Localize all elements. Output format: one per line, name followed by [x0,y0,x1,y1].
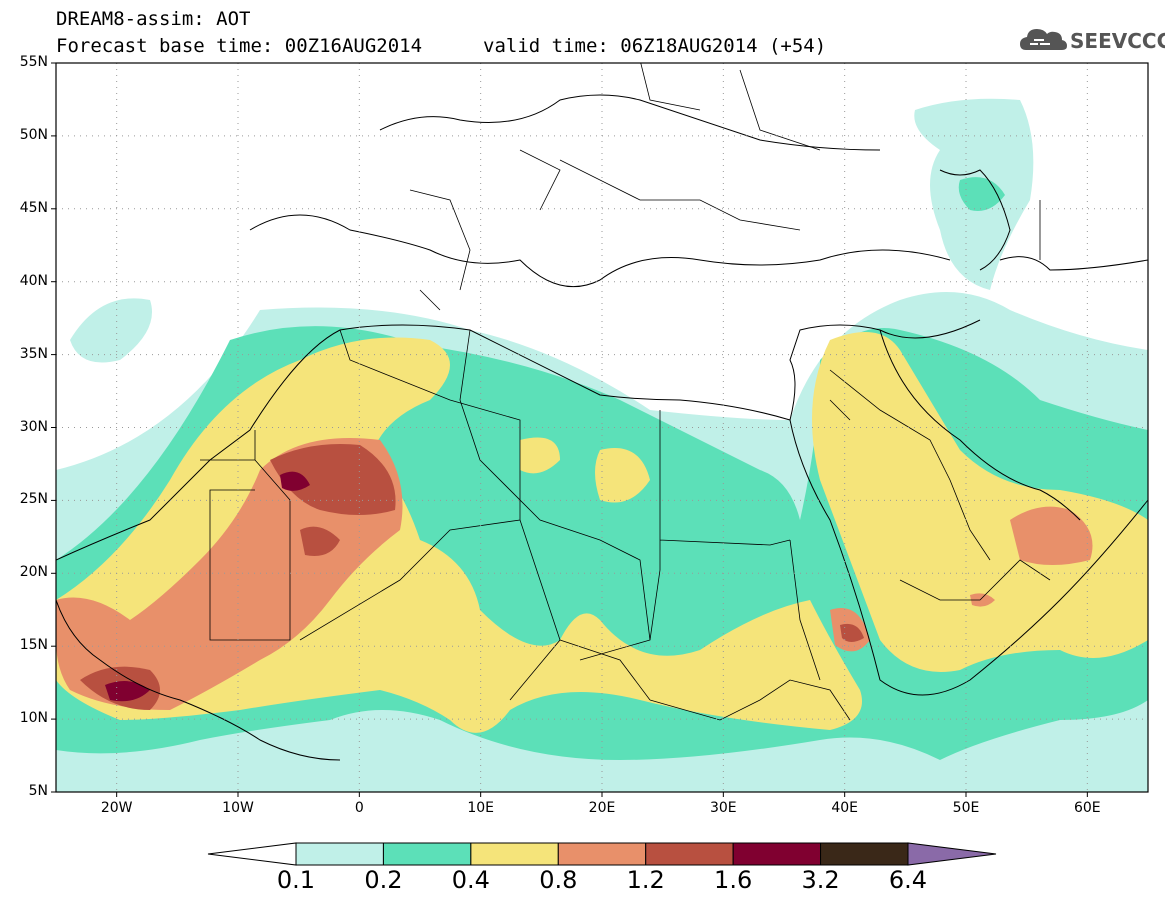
colorbar-over-arrow [908,843,996,865]
lat-label: 5N [0,783,48,799]
colorbar-segment [296,843,383,865]
colorbar-label: 0.2 [353,866,413,894]
lat-label: 40N [0,273,48,289]
lon-label: 10E [451,800,511,816]
lat-label: 45N [0,200,48,216]
lat-label: 10N [0,710,48,726]
lat-label: 50N [0,127,48,143]
colorbar-segment [383,843,470,865]
colorbar-segment [821,843,908,865]
colorbar-label: 0.1 [266,866,326,894]
colorbar-label: 0.8 [528,866,588,894]
lon-label: 50E [936,800,996,816]
lon-label: 30E [693,800,753,816]
lon-label: 40E [815,800,875,816]
lon-label: 60E [1057,800,1117,816]
lat-label: 25N [0,491,48,507]
lon-label: 20W [87,800,147,816]
colorbar [208,843,996,865]
lat-label: 30N [0,419,48,435]
colorbar-under-arrow [208,843,296,865]
lon-label: 20E [572,800,632,816]
colorbar-label: 0.4 [441,866,501,894]
colorbar-label: 6.4 [878,866,938,894]
colorbar-segment [558,843,645,865]
colorbar-segment [646,843,733,865]
colorbar-label: 1.2 [616,866,676,894]
lon-label: 0 [329,800,389,816]
lat-label: 55N [0,54,48,70]
lat-label: 20N [0,564,48,580]
lat-label: 35N [0,346,48,362]
colorbar-segment [733,843,820,865]
colorbar-label: 3.2 [791,866,851,894]
lat-label: 15N [0,637,48,653]
colorbar-label: 1.6 [703,866,763,894]
lon-label: 10W [208,800,268,816]
colorbar-segment [471,843,558,865]
